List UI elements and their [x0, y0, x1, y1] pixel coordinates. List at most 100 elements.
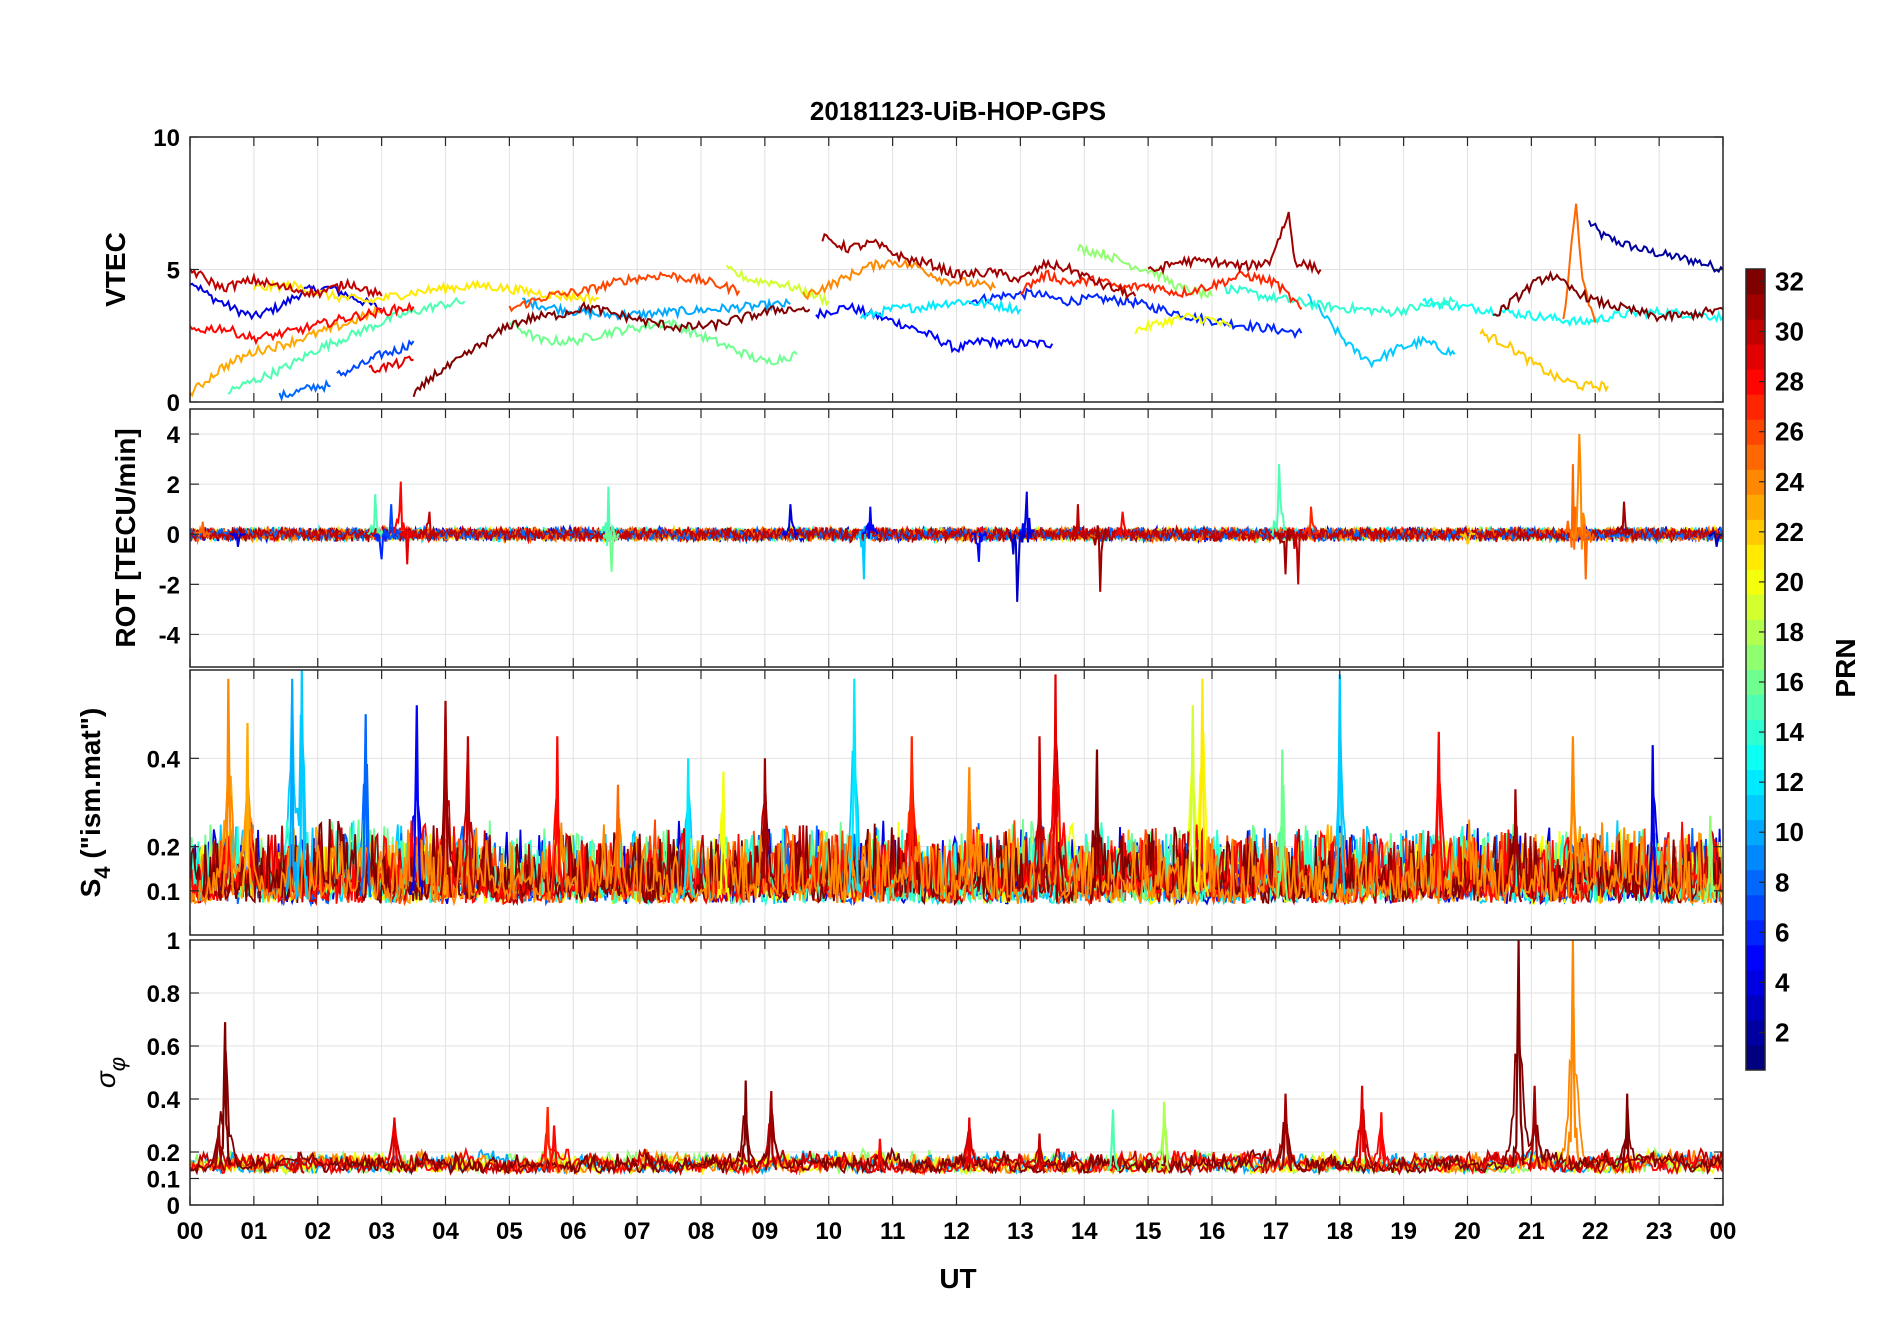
s4-peak [1645, 745, 1660, 901]
colorbar-tick-label: 10 [1775, 817, 1804, 847]
rot-noise-prn-30 [190, 524, 1723, 544]
colorbar-segment [1746, 469, 1765, 495]
x-tick-label: 11 [880, 1218, 905, 1245]
colorbar-segment [1746, 269, 1765, 295]
vtec-series-prn-28 [190, 301, 415, 346]
colorbar-segment [1746, 819, 1765, 846]
vtec-series-prn-32 [412, 300, 811, 398]
vtec-series-prn-21 [252, 278, 600, 306]
y-axis-label-rot: ROT [TECU/min] [110, 428, 141, 647]
y-tick-label: 0.1 [147, 1167, 180, 1194]
s4-peak [221, 678, 235, 896]
plot-series [190, 203, 1723, 402]
x-tick-label: 04 [432, 1218, 459, 1245]
x-tick-label: 09 [752, 1218, 779, 1245]
colorbar-segment [1746, 944, 1765, 971]
colorbar-segment [1746, 519, 1765, 545]
colorbar-segment [1746, 419, 1765, 445]
colorbar-segment [1746, 644, 1765, 670]
sigma_phi-peak [1375, 1112, 1388, 1173]
colorbar-segment [1746, 794, 1765, 821]
vtec-series-prn-11 [1307, 293, 1456, 369]
vtec-series-prn-29 [368, 355, 414, 374]
y-tick-label: -2 [159, 572, 180, 599]
vtec-series-prn-26 [508, 271, 741, 313]
vtec-series-prn-5 [815, 301, 1054, 354]
rot-spike [1289, 528, 1307, 585]
colorbar-segment [1746, 769, 1765, 796]
vtec-series-prn-27 [1020, 269, 1303, 310]
s4-peak [1032, 736, 1047, 898]
colorbar-tick-label: 18 [1775, 617, 1804, 647]
y-tick-label: 0 [167, 1193, 180, 1220]
sigma_phi-peak [873, 1138, 887, 1174]
sigma_phi-series-prn-28 [190, 1104, 1723, 1177]
colorbar-segment [1746, 394, 1765, 420]
y-tick-label: 5 [167, 258, 180, 285]
vtec-series-prn-17 [1076, 243, 1213, 301]
vtec-series-prn-7 [336, 339, 415, 378]
s4-peak [681, 758, 696, 899]
vtec-series-prn-14 [1223, 283, 1455, 318]
s4-peak [240, 722, 255, 899]
colorbar-segment [1746, 869, 1765, 896]
y-tick-label: -4 [159, 622, 181, 649]
colorbar-tick-label: 24 [1775, 467, 1804, 497]
x-tick-label: 06 [560, 1218, 587, 1245]
vtec-series-prn-15 [227, 296, 466, 395]
y-axis-label-sigma_phi: σφ [90, 1057, 130, 1088]
x-tick-label: 12 [943, 1218, 970, 1245]
s4-peak [962, 767, 976, 901]
s4-peak [905, 736, 919, 901]
y-tick-label: 0.8 [147, 981, 180, 1008]
vtec-series-prn-23 [190, 305, 383, 398]
rot-spike [367, 494, 384, 537]
sigma_phi-peak [218, 1022, 232, 1168]
vtec-series-prn-22 [1479, 328, 1609, 393]
s4-peak [1195, 678, 1210, 897]
rot-spike [1069, 504, 1086, 538]
panel-sigma_phi: 00.10.2 0.4 0.6 0.8 1 σφ 00 01 02 03 04 05 06 07 08 09 1… [90, 928, 1736, 1245]
rot-spike [1577, 524, 1595, 580]
panel-rot: -4 -2 0 2 4 ROT [TECU/min] [110, 408, 1724, 668]
colorbar-segment [1746, 694, 1765, 721]
vtec-series-prn-32 [1492, 270, 1723, 323]
sigma_phi-peak [1157, 1101, 1171, 1172]
sigma_phi-peak [547, 1125, 561, 1174]
rot-spike [398, 528, 416, 565]
y-axis-label-vtec: VTEC [100, 232, 131, 307]
s4-peak [1276, 749, 1290, 902]
x-tick-label: 01 [241, 1218, 268, 1245]
colorbar-tick-label: 8 [1775, 867, 1789, 897]
vtec-series-prn-31 [821, 233, 1137, 300]
y-tick-label: 0.4 [147, 746, 181, 773]
s4-peak [550, 736, 565, 899]
colorbar-frame [1745, 268, 1766, 1071]
x-tick-label: 22 [1582, 1218, 1609, 1245]
rot-spike [971, 530, 988, 562]
rot-spike [373, 529, 390, 560]
y-axis-label-s4: S4 ("ism.mat") [75, 708, 115, 898]
y-tick-label: 0 [167, 390, 180, 417]
rot-spike [1459, 531, 1476, 545]
sigma_phi-peak [1355, 1085, 1369, 1170]
colorbar-segment [1746, 1019, 1765, 1046]
sigma_phi-peak [1620, 1093, 1634, 1173]
sigma_phi-peak [962, 1117, 977, 1172]
rot-noise-prn-8 [190, 524, 1723, 545]
vtec-series-prn-31 [1147, 211, 1322, 276]
s4-peak [285, 678, 299, 897]
x-tick-label: 03 [368, 1218, 395, 1245]
y-tick-label: 1 [167, 928, 180, 955]
rot-spike [1091, 525, 1109, 592]
colorbar-segment [1746, 594, 1765, 620]
sigma_phi-peak [1032, 1133, 1047, 1174]
plot-series [190, 433, 1723, 602]
vtec-series-prn-8 [278, 378, 331, 402]
colorbar-segment [1746, 919, 1765, 946]
s4-peak [758, 758, 772, 899]
y-tick-label: 0.2 [147, 835, 180, 862]
s4-peak [461, 736, 475, 894]
